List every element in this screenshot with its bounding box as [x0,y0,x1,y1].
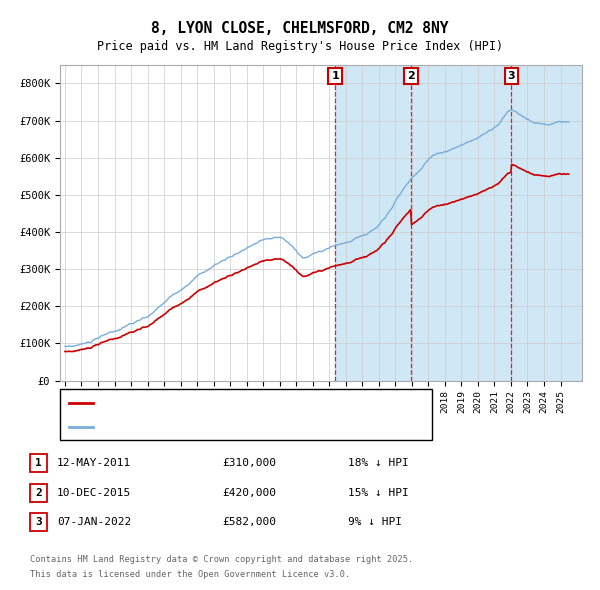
Bar [335,65,411,381]
Text: Price paid vs. HM Land Registry's House Price Index (HPI): Price paid vs. HM Land Registry's House … [97,40,503,53]
Text: £582,000: £582,000 [222,517,276,527]
Text: HPI: Average price, detached house, Chelmsford: HPI: Average price, detached house, Chel… [99,422,386,431]
Text: 8, LYON CLOSE, CHELMSFORD, CM2 8NY (detached house): 8, LYON CLOSE, CHELMSFORD, CM2 8NY (deta… [99,398,418,408]
Text: Contains HM Land Registry data © Crown copyright and database right 2025.: Contains HM Land Registry data © Crown c… [30,555,413,563]
Text: 10-DEC-2015: 10-DEC-2015 [57,488,131,497]
Text: 15% ↓ HPI: 15% ↓ HPI [348,488,409,497]
Text: 07-JAN-2022: 07-JAN-2022 [57,517,131,527]
Text: 2: 2 [407,71,415,81]
Text: £420,000: £420,000 [222,488,276,497]
Text: 3: 3 [35,517,42,527]
Text: This data is licensed under the Open Government Licence v3.0.: This data is licensed under the Open Gov… [30,570,350,579]
Text: 2: 2 [35,488,42,497]
Text: 9% ↓ HPI: 9% ↓ HPI [348,517,402,527]
Text: 12-MAY-2011: 12-MAY-2011 [57,458,131,468]
Text: 18% ↓ HPI: 18% ↓ HPI [348,458,409,468]
Text: 1: 1 [35,458,42,468]
Text: 8, LYON CLOSE, CHELMSFORD, CM2 8NY: 8, LYON CLOSE, CHELMSFORD, CM2 8NY [151,21,449,35]
Text: 1: 1 [331,71,339,81]
Text: £310,000: £310,000 [222,458,276,468]
Bar [511,65,586,381]
Text: 3: 3 [508,71,515,81]
Bar [411,65,511,381]
